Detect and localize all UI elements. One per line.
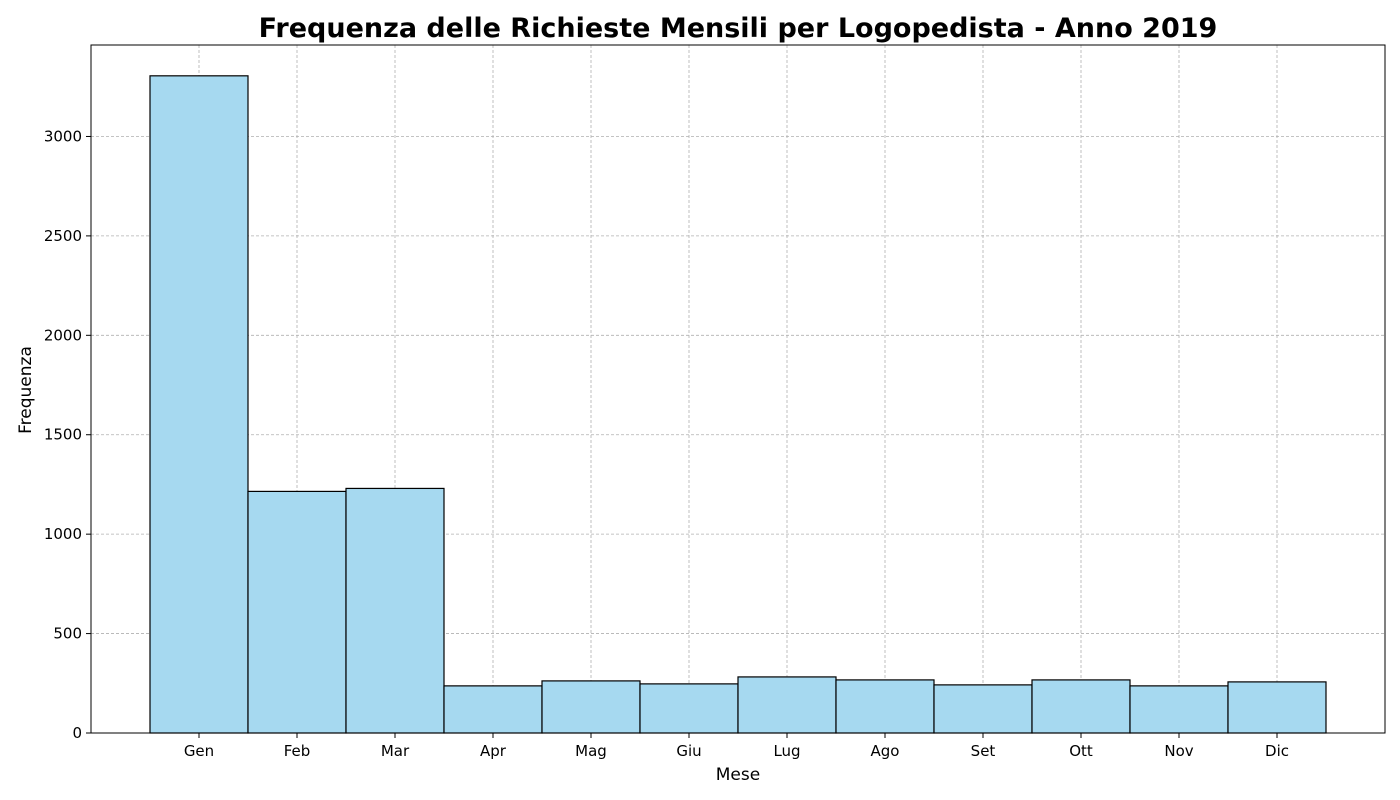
plot-frame [90,44,1386,734]
y-tick-label: 3000 [44,127,82,145]
bar-mag [541,680,641,734]
x-tick-label: Lug [773,742,800,760]
bar-ott [1031,679,1131,734]
bar-giu [639,683,739,734]
bar-mar [345,487,445,734]
chart-title: Frequenza delle Richieste Mensili per Lo… [259,13,1218,44]
x-axis: Gen Feb Mar Apr Mag Giu Lug Ago Set Ott Nov Dic [184,733,1289,760]
x-tick-label: Apr [480,742,507,760]
bar-dic [1227,681,1327,734]
y-tick-label: 2000 [44,326,82,344]
bar-lug [737,676,837,734]
x-tick-label: Gen [184,742,214,760]
bar-apr [443,685,543,734]
bar-nov [1129,685,1229,734]
y-tick-label: 500 [53,625,82,643]
x-tick-label: Mag [575,742,607,760]
bars [149,75,1327,734]
x-tick-label: Mar [381,742,410,760]
y-tick-label: 1500 [44,426,82,444]
bar-gen [149,75,249,734]
y-tick-label: 1000 [44,525,82,543]
x-tick-label: Ago [871,742,900,760]
x-tick-label: Giu [676,742,701,760]
x-tick-label: Dic [1265,742,1289,760]
y-axis: 0 500 1000 1500 2000 2500 3000 [44,127,91,742]
bar-feb [247,490,347,734]
y-tick-label: 0 [72,724,82,742]
x-axis-label: Mese [716,765,760,785]
x-tick-label: Ott [1069,742,1093,760]
x-tick-label: Feb [284,742,311,760]
y-tick-label: 2500 [44,227,82,245]
bar-ago [835,679,935,734]
x-tick-label: Nov [1164,742,1193,760]
y-axis-label: Frequenza [16,346,36,434]
bar-set [933,684,1033,734]
x-tick-label: Set [971,742,996,760]
